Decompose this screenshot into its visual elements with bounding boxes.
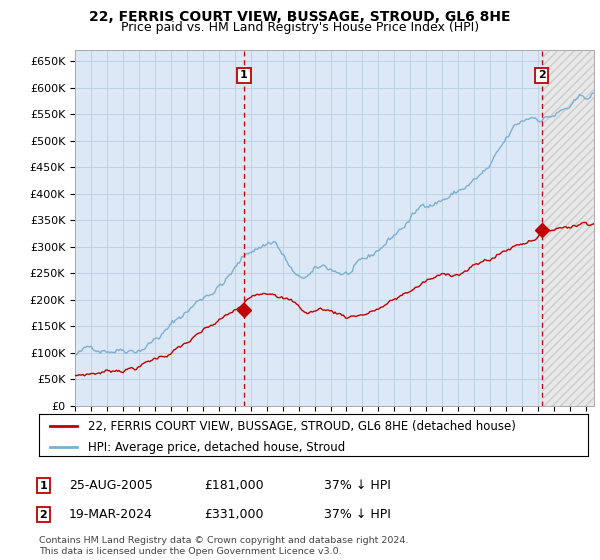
- Text: £331,000: £331,000: [204, 508, 263, 521]
- Text: 2: 2: [538, 71, 545, 80]
- Text: 22, FERRIS COURT VIEW, BUSSAGE, STROUD, GL6 8HE (detached house): 22, FERRIS COURT VIEW, BUSSAGE, STROUD, …: [88, 419, 516, 433]
- Text: Contains HM Land Registry data © Crown copyright and database right 2024.
This d: Contains HM Land Registry data © Crown c…: [39, 536, 409, 556]
- Text: 1: 1: [240, 71, 248, 80]
- Bar: [543, 50, 594, 406]
- Text: 1: 1: [40, 480, 47, 491]
- Text: 22, FERRIS COURT VIEW, BUSSAGE, STROUD, GL6 8HE: 22, FERRIS COURT VIEW, BUSSAGE, STROUD, …: [89, 10, 511, 24]
- Text: 25-AUG-2005: 25-AUG-2005: [69, 479, 153, 492]
- Text: £181,000: £181,000: [204, 479, 263, 492]
- Text: 37% ↓ HPI: 37% ↓ HPI: [324, 479, 391, 492]
- Text: 19-MAR-2024: 19-MAR-2024: [69, 508, 153, 521]
- Text: HPI: Average price, detached house, Stroud: HPI: Average price, detached house, Stro…: [88, 441, 346, 454]
- Text: 2: 2: [40, 510, 47, 520]
- Text: 37% ↓ HPI: 37% ↓ HPI: [324, 508, 391, 521]
- Text: Price paid vs. HM Land Registry's House Price Index (HPI): Price paid vs. HM Land Registry's House …: [121, 21, 479, 34]
